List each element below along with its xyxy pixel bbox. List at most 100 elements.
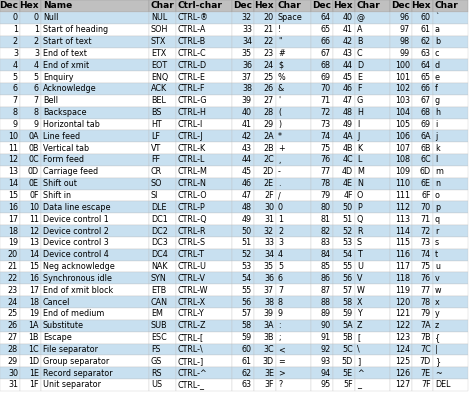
- Text: 47: 47: [343, 96, 353, 105]
- Text: 108: 108: [395, 156, 410, 164]
- Bar: [333, 154, 355, 166]
- Text: NAK: NAK: [151, 262, 167, 271]
- Bar: [412, 178, 433, 190]
- Text: 1F: 1F: [29, 381, 39, 389]
- Text: ]: ]: [357, 357, 360, 366]
- Text: 90: 90: [321, 321, 331, 330]
- Text: #: #: [278, 49, 285, 58]
- Bar: [333, 130, 355, 142]
- Text: CTRL-U: CTRL-U: [178, 262, 207, 271]
- Bar: [433, 142, 468, 154]
- Text: Line feed: Line feed: [43, 132, 80, 141]
- Bar: [390, 0, 412, 12]
- Text: CTRL-[: CTRL-[: [178, 333, 204, 342]
- Bar: [276, 344, 311, 355]
- Bar: [390, 130, 412, 142]
- Text: 75: 75: [421, 262, 431, 271]
- Text: 34: 34: [264, 250, 274, 259]
- Bar: [311, 24, 333, 36]
- Bar: [412, 95, 433, 107]
- Bar: [433, 213, 468, 225]
- Bar: [232, 166, 254, 178]
- Bar: [149, 344, 176, 355]
- Bar: [0, 296, 20, 308]
- Text: 64: 64: [321, 13, 331, 22]
- Text: 5A: 5A: [342, 321, 353, 330]
- Text: 12: 12: [8, 156, 18, 164]
- Text: 7: 7: [278, 286, 283, 295]
- Bar: [333, 320, 355, 332]
- Bar: [20, 12, 41, 24]
- Text: 67: 67: [321, 49, 331, 58]
- Bar: [254, 83, 276, 95]
- Text: 113: 113: [395, 215, 410, 224]
- Bar: [412, 201, 433, 213]
- Bar: [276, 95, 311, 107]
- Text: r: r: [435, 227, 438, 235]
- Bar: [433, 48, 468, 59]
- Bar: [333, 142, 355, 154]
- Text: N: N: [357, 179, 363, 188]
- Text: 68: 68: [321, 61, 331, 70]
- Text: 121: 121: [395, 310, 410, 318]
- Text: CTRL-N: CTRL-N: [178, 179, 207, 188]
- Bar: [0, 12, 20, 24]
- Text: \: \: [357, 345, 360, 354]
- Text: 13: 13: [8, 167, 18, 176]
- Bar: [0, 332, 20, 344]
- Text: ~: ~: [435, 369, 442, 378]
- Text: CTRL-A: CTRL-A: [178, 25, 206, 34]
- Text: .: .: [278, 179, 281, 188]
- Text: Record separator: Record separator: [43, 369, 113, 378]
- Text: _: _: [357, 381, 361, 389]
- Bar: [20, 225, 41, 237]
- Text: 78: 78: [321, 179, 331, 188]
- Bar: [41, 249, 149, 261]
- Text: 22: 22: [8, 274, 18, 283]
- Text: CTRL-_: CTRL-_: [178, 381, 205, 389]
- Bar: [311, 344, 333, 355]
- Bar: [20, 213, 41, 225]
- Bar: [232, 296, 254, 308]
- Bar: [390, 190, 412, 201]
- Bar: [20, 107, 41, 119]
- Bar: [254, 273, 276, 284]
- Bar: [20, 379, 41, 391]
- Bar: [254, 48, 276, 59]
- Bar: [355, 320, 390, 332]
- Text: ;: ;: [278, 333, 281, 342]
- Text: 27: 27: [8, 333, 18, 342]
- Bar: [254, 213, 276, 225]
- Text: 4B: 4B: [343, 144, 353, 153]
- Text: CTRL-C: CTRL-C: [178, 49, 207, 58]
- Text: CTRL-Y: CTRL-Y: [178, 310, 205, 318]
- Text: CTRL-K: CTRL-K: [178, 144, 206, 153]
- Text: 10: 10: [29, 203, 39, 212]
- Bar: [149, 261, 176, 273]
- Text: 1: 1: [278, 215, 283, 224]
- Bar: [333, 119, 355, 130]
- Bar: [333, 273, 355, 284]
- Text: 72: 72: [421, 227, 431, 235]
- Text: NUL: NUL: [151, 13, 167, 22]
- Bar: [41, 213, 149, 225]
- Text: ENQ: ENQ: [151, 73, 168, 82]
- Text: End of xmit block: End of xmit block: [43, 286, 113, 295]
- Text: C: C: [357, 49, 363, 58]
- Text: 65: 65: [421, 73, 431, 82]
- Text: 72: 72: [321, 108, 331, 117]
- Text: E: E: [357, 73, 362, 82]
- Text: CTRL-T: CTRL-T: [178, 250, 205, 259]
- Bar: [149, 154, 176, 166]
- Bar: [355, 83, 390, 95]
- Bar: [311, 190, 333, 201]
- Text: 92: 92: [321, 345, 331, 354]
- Bar: [41, 83, 149, 95]
- Text: Backspace: Backspace: [43, 108, 86, 117]
- Text: Unit separator: Unit separator: [43, 381, 101, 389]
- Bar: [433, 154, 468, 166]
- Text: S: S: [357, 238, 362, 247]
- Text: 116: 116: [395, 250, 410, 259]
- Bar: [390, 83, 412, 95]
- Text: 9: 9: [34, 120, 39, 129]
